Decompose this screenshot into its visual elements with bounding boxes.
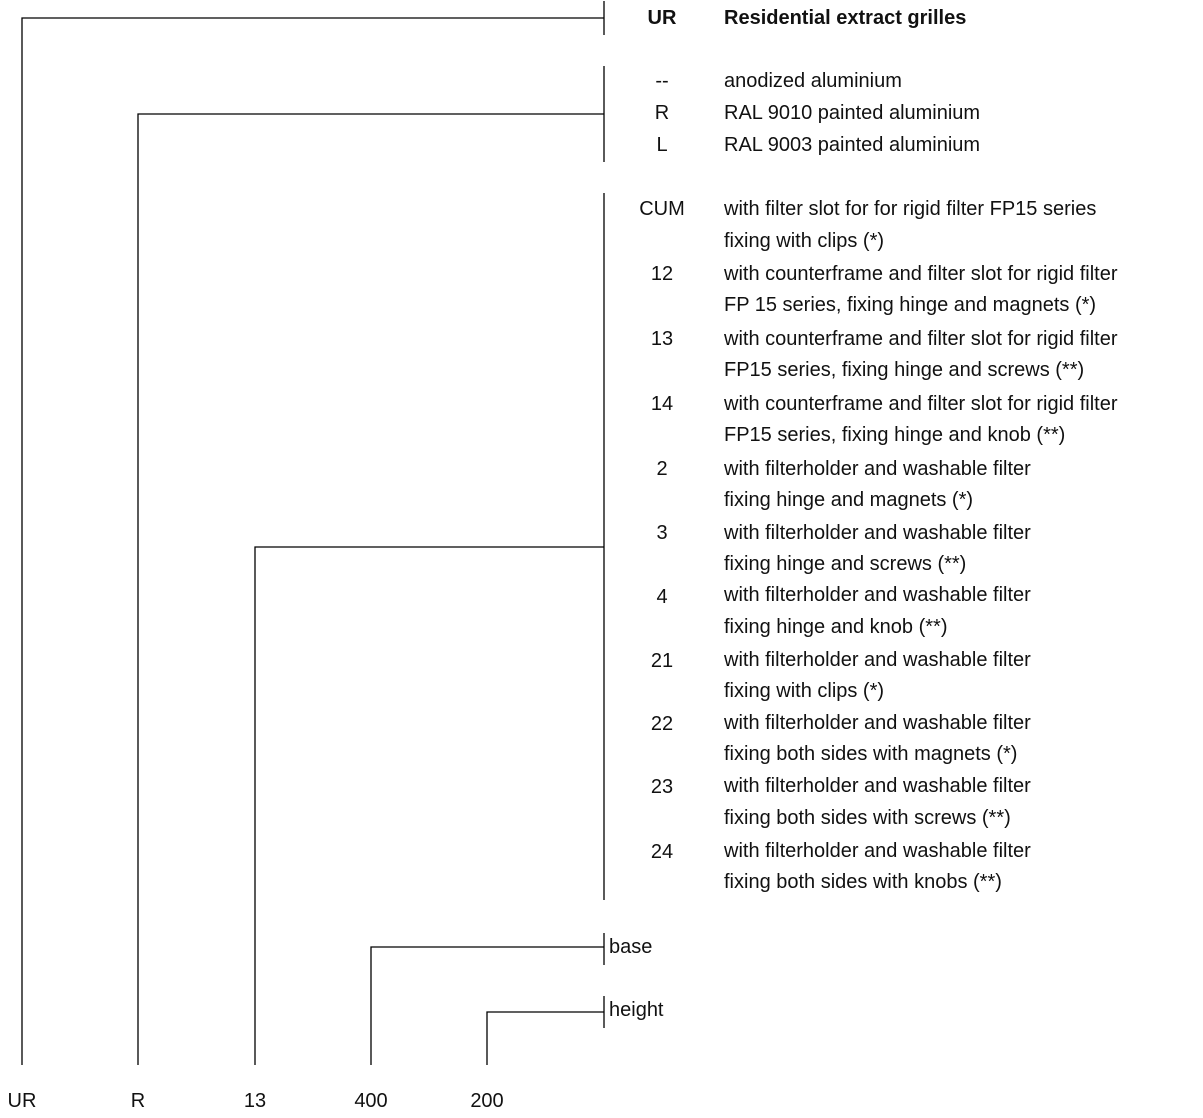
version-line1: with filterholder and washable filter — [724, 712, 1031, 734]
version-code: 3 — [656, 522, 668, 544]
version-code: 23 — [650, 776, 674, 798]
base-label: base — [609, 936, 653, 958]
version-line2: fixing with clips (*) — [724, 230, 885, 252]
finish-description: RAL 9010 painted aluminium — [724, 102, 981, 124]
version-line2: fixing hinge and screws (**) — [724, 553, 967, 575]
version-line1: with filterholder and washable filter — [724, 775, 1031, 797]
version-line1: with counterframe and filter slot for ri… — [724, 263, 1118, 285]
finish-code: L — [656, 134, 668, 156]
version-code: CUM — [639, 198, 685, 220]
leader-base — [370, 946, 604, 1065]
version-line2: fixing both sides with knobs (**) — [724, 871, 1002, 893]
version-line1: with filterholder and washable filter — [724, 649, 1031, 671]
version-code: 12 — [650, 263, 674, 285]
series-code: UR — [647, 7, 677, 29]
version-code: 14 — [650, 393, 674, 415]
version-code: 22 — [650, 713, 674, 735]
version-line2: FP 15 series, fixing hinge and magnets (… — [724, 294, 1097, 316]
version-line1: with counterframe and filter slot for ri… — [724, 328, 1118, 350]
height-label: height — [609, 999, 664, 1021]
version-line2: fixing both sides with screws (**) — [724, 807, 1011, 829]
version-line2: FP15 series, fixing hinge and screws (**… — [724, 359, 1085, 381]
version-line1: with filter slot for for rigid filter FP… — [724, 198, 1097, 220]
version-line2: fixing both sides with magnets (*) — [724, 743, 1018, 765]
example-code-version: 13 — [243, 1090, 267, 1112]
finish-description: anodized aluminium — [724, 70, 902, 92]
version-line1: with counterframe and filter slot for ri… — [724, 393, 1118, 415]
version-code: 4 — [656, 586, 668, 608]
version-line2: fixing with clips (*) — [724, 680, 885, 702]
version-code: 13 — [650, 328, 674, 350]
example-code-finish: R — [130, 1090, 146, 1112]
version-code: 24 — [650, 841, 674, 863]
leader-height — [486, 1011, 604, 1065]
version-line2: fixing hinge and magnets (*) — [724, 489, 974, 511]
version-line1: with filterholder and washable filter — [724, 840, 1031, 862]
leader-version — [254, 546, 604, 1065]
version-line1: with filterholder and washable filter — [724, 458, 1031, 480]
finish-code: R — [654, 102, 670, 124]
version-line1: with filterholder and washable filter — [724, 584, 1031, 606]
version-code: 2 — [656, 458, 668, 480]
finish-description: RAL 9003 painted aluminium — [724, 134, 981, 156]
example-code-height: 200 — [470, 1090, 504, 1112]
version-line1: with filterholder and washable filter — [724, 522, 1031, 544]
version-code: 21 — [650, 650, 674, 672]
finish-code: -- — [655, 70, 669, 92]
series-title: Residential extract grilles — [724, 7, 967, 29]
example-code-series: UR — [7, 1090, 37, 1112]
version-line2: FP15 series, fixing hinge and knob (**) — [724, 424, 1066, 446]
example-code-base: 400 — [354, 1090, 388, 1112]
leader-series — [21, 17, 604, 1065]
leader-finish — [137, 113, 604, 1065]
version-line2: fixing hinge and knob (**) — [724, 616, 948, 638]
